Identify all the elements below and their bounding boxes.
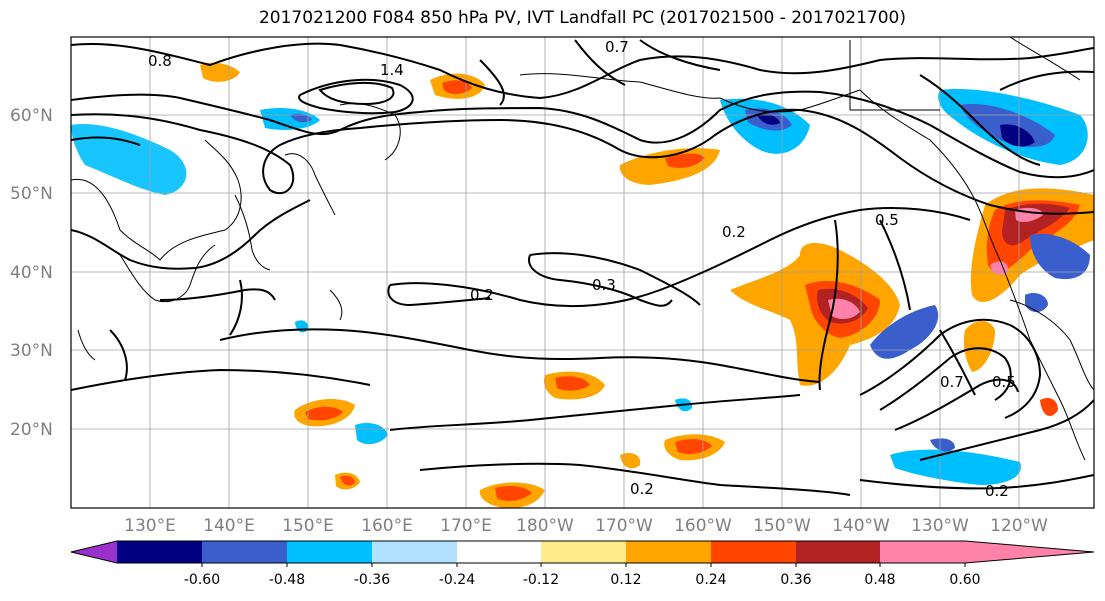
contour-label: 0.2 xyxy=(630,480,654,498)
colorbar-segment xyxy=(202,541,287,563)
colorbar-segment xyxy=(287,541,372,563)
shaded-anomaly-layer xyxy=(71,62,1094,508)
lon-label: 150°W xyxy=(753,516,811,536)
colorbar-extend-high xyxy=(965,541,1094,563)
contour-label: 0.2 xyxy=(470,286,494,304)
colorbar-outline xyxy=(70,540,1095,564)
contour-labels: 0.8 1.4 0.7 0.2 0.3 0.2 0.5 0.2 0.2 0.7 … xyxy=(148,38,1016,500)
lat-label: 40°N xyxy=(10,263,53,283)
colorbar-tick-label: 0.60 xyxy=(949,572,980,588)
colorbar-segment xyxy=(880,541,965,563)
lon-label: 170°W xyxy=(595,516,653,536)
lat-label: 50°N xyxy=(10,184,53,204)
colorbar-segment xyxy=(711,541,796,563)
lon-label: 160°E xyxy=(361,516,413,536)
colorbar-tick-label: -0.24 xyxy=(439,572,475,588)
contour-label: 0.2 xyxy=(985,482,1009,500)
map-title: 2017021200 F084 850 hPa PV, IVT Landfall… xyxy=(258,8,906,28)
lat-label: 20°N xyxy=(10,420,53,440)
colorbar-segment xyxy=(796,541,880,563)
colorbar-segment xyxy=(457,541,541,563)
lon-label: 130°E xyxy=(124,516,176,536)
contour-label: 1.4 xyxy=(380,61,404,79)
lat-label: 30°N xyxy=(10,341,53,361)
map-content: 0.8 1.4 0.7 0.2 0.3 0.2 0.5 0.2 0.2 0.7 … xyxy=(71,37,1094,508)
lon-label: 140°E xyxy=(203,516,255,536)
contour-label: 0.5 xyxy=(875,211,899,229)
lon-label: 130°W xyxy=(911,516,969,536)
contour-label: 0.5 xyxy=(992,373,1016,391)
colorbar-segment xyxy=(541,541,626,563)
contour-label: 0.7 xyxy=(605,38,629,56)
lon-label: 180°W xyxy=(516,516,574,536)
longitude-labels: 130°E 140°E 150°E 160°E 170°E 180°W 170°… xyxy=(124,516,1048,536)
colorbar-segment xyxy=(626,541,711,563)
contour-label: 0.3 xyxy=(592,276,616,294)
contour-label: 0.2 xyxy=(722,223,746,241)
contour-label: 0.7 xyxy=(940,373,964,391)
colorbar-segment xyxy=(117,541,202,563)
lon-label: 120°W xyxy=(990,516,1048,536)
colorbar-tick-label: -0.60 xyxy=(184,572,220,588)
pv-contours xyxy=(71,39,1094,496)
colorbar-segment xyxy=(372,541,457,563)
latitude-labels: 60°N 50°N 40°N 30°N 20°N xyxy=(10,106,53,440)
colorbar-tick-label: 0.36 xyxy=(780,572,811,588)
colorbar-tick-label: -0.48 xyxy=(269,572,305,588)
lon-label: 160°W xyxy=(674,516,732,536)
colorbar-tick-label: 0.12 xyxy=(610,572,641,588)
colorbar-tick-label: 0.24 xyxy=(695,572,726,588)
lon-label: 150°E xyxy=(282,516,334,536)
map-frame xyxy=(70,36,1095,509)
colorbar-extend-low xyxy=(71,541,117,563)
colorbar: -0.60 -0.48 -0.36 -0.24 -0.12 0.12 0.24 … xyxy=(70,540,1095,588)
colorbar-tick-label: 0.48 xyxy=(864,572,895,588)
colorbar-tick-label: -0.12 xyxy=(523,572,559,588)
colorbar-tick-label: -0.36 xyxy=(354,572,390,588)
lon-label: 170°E xyxy=(440,516,492,536)
lat-label: 60°N xyxy=(10,106,53,126)
lon-label: 140°W xyxy=(832,516,890,536)
contour-label: 0.8 xyxy=(148,52,172,70)
